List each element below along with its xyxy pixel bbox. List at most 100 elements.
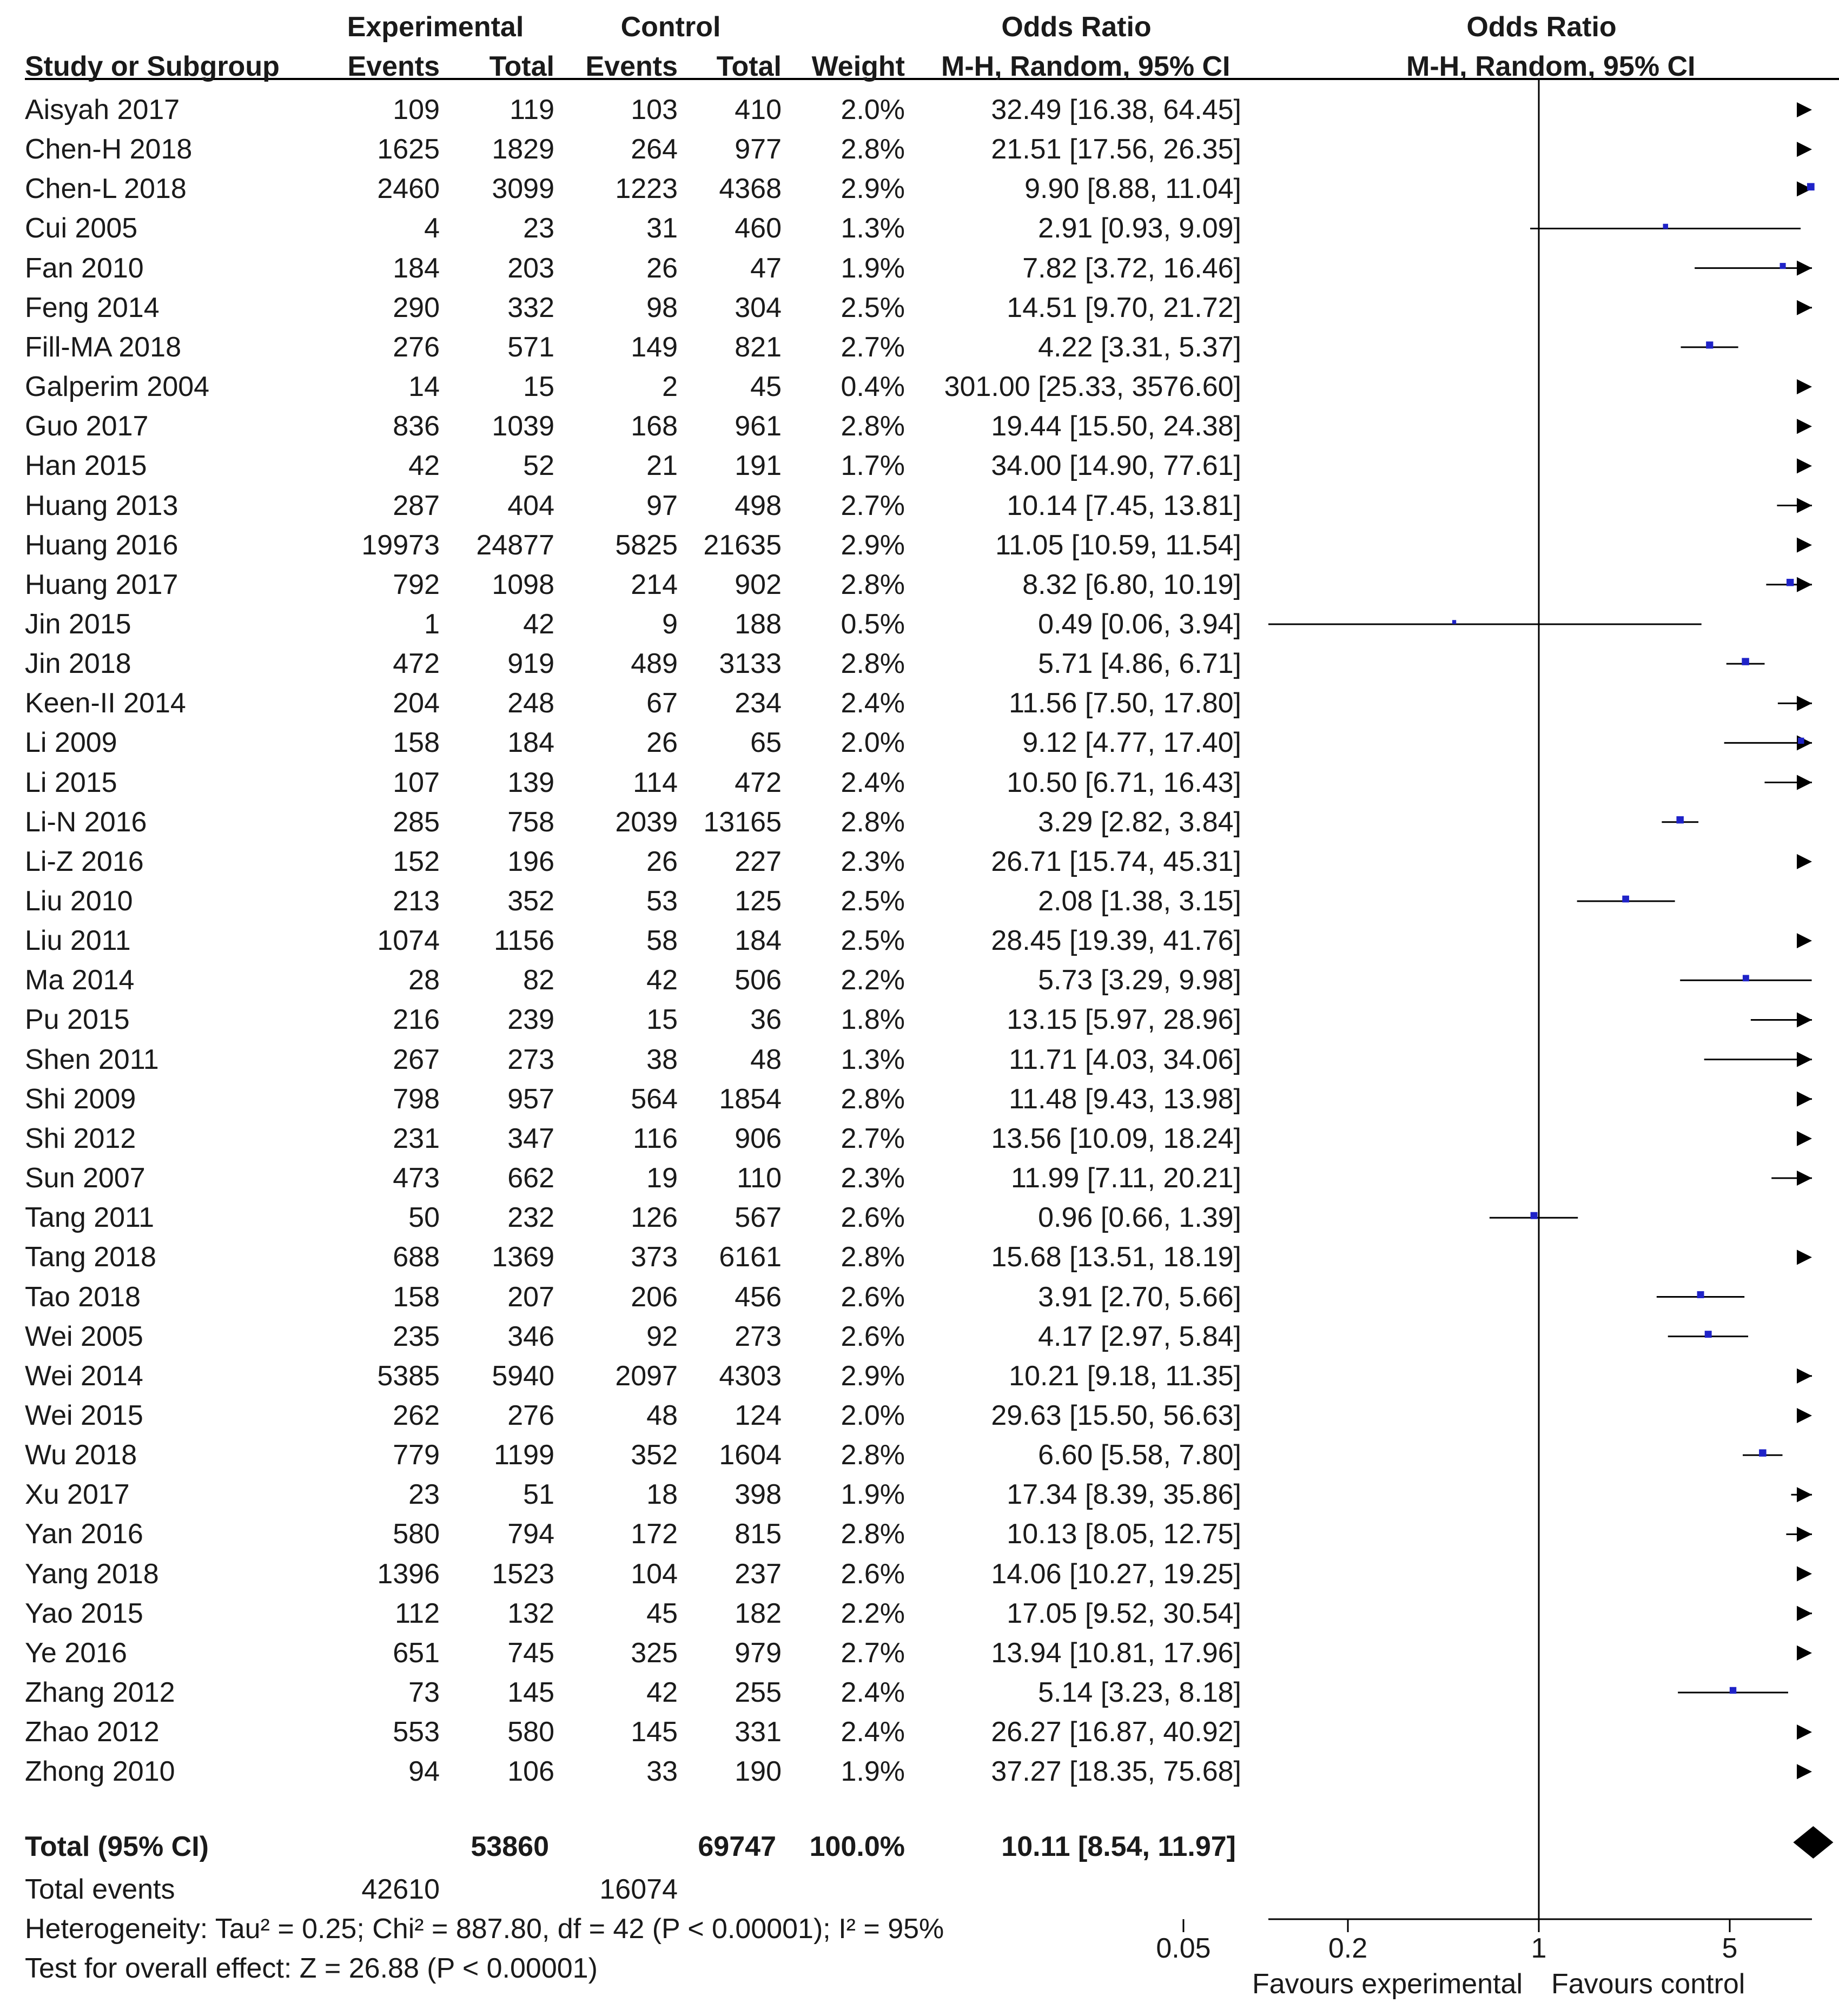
row-ctl-events: 145 bbox=[631, 1716, 678, 1748]
row-weight: 2.9% bbox=[841, 529, 905, 561]
row-ctl-events: 1223 bbox=[615, 173, 678, 205]
row-exp-total: 42 bbox=[523, 608, 554, 640]
row-exp-total: 106 bbox=[507, 1756, 554, 1788]
row-exp-total: 1523 bbox=[492, 1558, 554, 1590]
study-square bbox=[1706, 341, 1714, 349]
row-ctl-events: 116 bbox=[633, 1122, 678, 1154]
row-exp-total: 745 bbox=[507, 1637, 554, 1669]
row-ctl-events: 92 bbox=[646, 1320, 678, 1352]
row-ctl-total: 506 bbox=[735, 964, 782, 996]
row-exp-total: 196 bbox=[507, 845, 554, 877]
row-weight: 2.8% bbox=[841, 1439, 905, 1471]
row-weight: 2.0% bbox=[841, 94, 905, 125]
row-ci: 5.71 [4.86, 6.71] bbox=[1038, 648, 1241, 680]
row-weight: 2.5% bbox=[841, 292, 905, 323]
row-ctl-total: 567 bbox=[735, 1202, 782, 1234]
row-exp-total: 352 bbox=[507, 885, 554, 917]
row-ctl-events: 373 bbox=[631, 1241, 678, 1273]
study-square bbox=[1742, 658, 1749, 665]
row-study: Zhang 2012 bbox=[25, 1677, 175, 1708]
row-weight: 2.6% bbox=[841, 1558, 905, 1590]
row-study: Yan 2016 bbox=[25, 1518, 143, 1550]
row-exp-events: 553 bbox=[393, 1716, 440, 1748]
row-ci: 10.13 [8.05, 12.75] bbox=[1007, 1518, 1241, 1550]
ci-arrow bbox=[1797, 300, 1812, 315]
row-ctl-events: 38 bbox=[646, 1043, 678, 1075]
row-weight: 2.6% bbox=[841, 1202, 905, 1234]
header-odds-ratio-right: Odds Ratio bbox=[1466, 11, 1617, 43]
study-square bbox=[1798, 737, 1804, 744]
row-exp-total: 662 bbox=[507, 1162, 554, 1194]
row-exp-events: 1625 bbox=[377, 134, 440, 166]
ci-arrow bbox=[1797, 1250, 1812, 1265]
row-weight: 2.8% bbox=[841, 411, 905, 442]
col-header-ci-right: M-H, Random, 95% CI bbox=[1406, 51, 1696, 82]
row-study: Huang 2013 bbox=[25, 490, 178, 521]
col-header-weight: Weight bbox=[811, 51, 905, 82]
row-study: Shi 2009 bbox=[25, 1083, 136, 1115]
row-study: Li 2009 bbox=[25, 727, 117, 759]
row-ctl-events: 172 bbox=[631, 1518, 678, 1550]
row-exp-events: 580 bbox=[393, 1518, 440, 1550]
row-study: Guo 2017 bbox=[25, 411, 149, 442]
favours-control-label: Favours control bbox=[1551, 1968, 1745, 2000]
row-exp-total: 184 bbox=[507, 727, 554, 759]
row-ctl-total: 979 bbox=[735, 1637, 782, 1669]
row-ctl-total: 815 bbox=[735, 1518, 782, 1550]
row-study: Chen-H 2018 bbox=[25, 134, 193, 166]
row-exp-total: 132 bbox=[507, 1597, 554, 1629]
row-ctl-total: 48 bbox=[750, 1043, 782, 1075]
row-ci: 28.45 [19.39, 41.76] bbox=[991, 925, 1241, 957]
row-ctl-events: 15 bbox=[646, 1004, 678, 1036]
row-weight: 2.6% bbox=[841, 1281, 905, 1313]
row-exp-total: 1039 bbox=[492, 411, 554, 442]
row-ci: 10.50 [6.71, 16.43] bbox=[1007, 766, 1241, 798]
row-ctl-events: 45 bbox=[646, 1597, 678, 1629]
row-weight: 2.8% bbox=[841, 1518, 905, 1550]
row-exp-total: 1156 bbox=[494, 925, 554, 957]
x-axis-tick-label: 0.05 bbox=[1156, 1933, 1211, 1964]
col-header-ctl-total: Total bbox=[716, 51, 782, 82]
row-exp-total: 51 bbox=[523, 1479, 554, 1511]
row-exp-total: 347 bbox=[507, 1122, 554, 1154]
row-ci: 13.15 [5.97, 28.96] bbox=[1007, 1004, 1241, 1036]
row-exp-total: 276 bbox=[507, 1399, 554, 1431]
row-ctl-total: 110 bbox=[737, 1162, 782, 1194]
row-exp-total: 5940 bbox=[492, 1360, 554, 1392]
row-weight: 2.5% bbox=[841, 925, 905, 957]
row-exp-events: 235 bbox=[393, 1320, 440, 1352]
study-square bbox=[1663, 223, 1668, 229]
row-ctl-events: 325 bbox=[631, 1637, 678, 1669]
row-exp-total: 919 bbox=[507, 648, 554, 680]
row-ctl-events: 104 bbox=[631, 1558, 678, 1590]
ci-arrow bbox=[1797, 775, 1812, 790]
row-ctl-total: 191 bbox=[735, 450, 782, 482]
row-exp-events: 42 bbox=[408, 450, 440, 482]
row-study: Huang 2016 bbox=[25, 529, 178, 561]
row-ci: 15.68 [13.51, 18.19] bbox=[991, 1241, 1241, 1273]
row-ci: 4.22 [3.31, 5.37] bbox=[1038, 331, 1241, 363]
row-weight: 2.4% bbox=[841, 766, 905, 798]
ci-arrow bbox=[1797, 181, 1812, 197]
row-ci: 9.12 [4.77, 17.40] bbox=[1022, 727, 1241, 759]
row-ctl-events: 149 bbox=[631, 331, 678, 363]
row-weight: 2.9% bbox=[841, 173, 905, 205]
row-ctl-total: 184 bbox=[735, 925, 782, 957]
ci-arrow bbox=[1797, 1645, 1812, 1661]
row-exp-total: 1829 bbox=[492, 134, 554, 166]
x-axis-tick-label: 5 bbox=[1722, 1933, 1738, 1964]
row-exp-events: 23 bbox=[408, 1479, 440, 1511]
header-control: Control bbox=[620, 11, 721, 43]
row-ctl-events: 26 bbox=[646, 252, 678, 284]
row-study: Huang 2017 bbox=[25, 569, 178, 600]
row-ctl-total: 188 bbox=[735, 608, 782, 640]
row-exp-total: 23 bbox=[523, 213, 554, 244]
row-ctl-total: 36 bbox=[750, 1004, 782, 1036]
row-ctl-events: 168 bbox=[631, 411, 678, 442]
ci-arrow bbox=[1797, 1052, 1812, 1067]
ci-arrow bbox=[1797, 854, 1812, 869]
row-weight: 1.9% bbox=[841, 252, 905, 284]
row-ctl-events: 5825 bbox=[615, 529, 678, 561]
ci-arrow bbox=[1797, 1171, 1812, 1186]
ci-arrow bbox=[1797, 498, 1812, 513]
